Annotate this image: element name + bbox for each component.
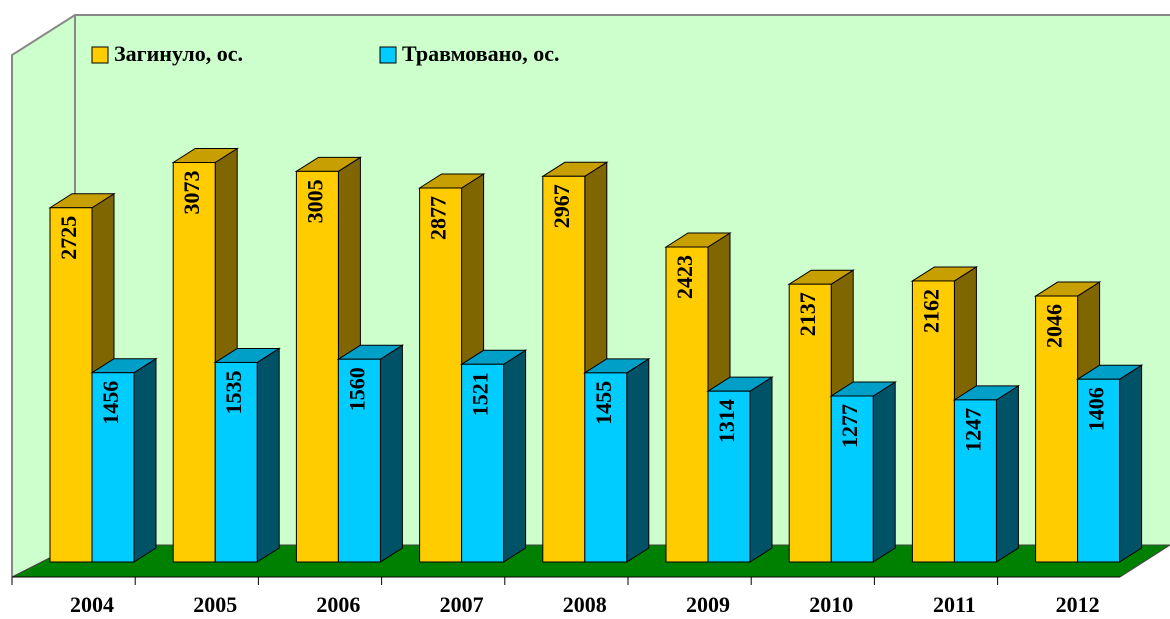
plot: 2004 2725 1456 2005 3073 1535 2006 3005 1560 2007… bbox=[11, 147, 1144, 617]
legend-swatch bbox=[91, 46, 109, 64]
x-tick-label: 2011 bbox=[933, 592, 976, 617]
value-label: 2423 bbox=[672, 255, 697, 299]
x-tick-label: 2009 bbox=[686, 592, 730, 617]
bar bbox=[584, 372, 628, 563]
bar-side bbox=[133, 357, 157, 563]
bar-side bbox=[503, 349, 527, 563]
legend-swatch bbox=[379, 46, 397, 64]
bar-side bbox=[872, 381, 896, 563]
value-label: 2137 bbox=[795, 292, 820, 336]
bar-side bbox=[995, 384, 1019, 563]
x-tick-label: 2007 bbox=[440, 592, 484, 617]
value-label: 2877 bbox=[426, 196, 451, 240]
x-tick-label: 2012 bbox=[1056, 592, 1100, 617]
bar-side bbox=[749, 376, 773, 563]
bar bbox=[1035, 295, 1079, 563]
bar bbox=[788, 283, 832, 563]
value-label: 2046 bbox=[1042, 304, 1067, 348]
x-tick-label: 2008 bbox=[563, 592, 607, 617]
bar-side bbox=[1119, 364, 1143, 563]
value-label: 3005 bbox=[302, 179, 327, 223]
bar-side bbox=[379, 344, 403, 563]
x-tick-label: 2010 bbox=[809, 592, 853, 617]
value-label: 1455 bbox=[591, 381, 616, 425]
bar bbox=[91, 372, 135, 563]
value-label: 1247 bbox=[960, 408, 985, 452]
bar-side bbox=[626, 357, 650, 563]
value-label: 1521 bbox=[468, 372, 493, 416]
bar bbox=[214, 361, 258, 563]
bar bbox=[419, 187, 463, 563]
bar bbox=[830, 395, 874, 563]
bar bbox=[461, 363, 505, 563]
bar bbox=[337, 358, 381, 563]
bar bbox=[665, 246, 709, 563]
value-label: 1277 bbox=[837, 404, 862, 448]
value-label: 2162 bbox=[918, 289, 943, 333]
value-label: 2967 bbox=[549, 184, 574, 228]
value-label: 1314 bbox=[714, 399, 739, 443]
value-label: 3073 bbox=[179, 171, 204, 215]
bar bbox=[707, 390, 751, 563]
bar bbox=[953, 399, 997, 563]
value-label: 2725 bbox=[56, 216, 81, 260]
x-tick-label: 2005 bbox=[193, 592, 237, 617]
bar-side bbox=[256, 347, 280, 563]
legend: Загинуло, ос. Травмовано, ос. bbox=[91, 41, 560, 66]
x-tick-label: 2006 bbox=[316, 592, 360, 617]
bar bbox=[49, 207, 93, 563]
value-label: 1406 bbox=[1084, 387, 1109, 431]
bar bbox=[1077, 378, 1121, 563]
value-label: 1560 bbox=[344, 367, 369, 411]
wall-edge bbox=[11, 14, 1170, 577]
value-label: 1535 bbox=[221, 370, 246, 414]
bar bbox=[172, 162, 216, 563]
value-label: 1456 bbox=[98, 381, 123, 425]
legend-label: Загинуло, ос. bbox=[114, 41, 243, 66]
bar bbox=[295, 170, 339, 563]
x-tick-label: 2004 bbox=[70, 592, 114, 617]
legend-label: Травмовано, ос. bbox=[402, 41, 560, 66]
bar bbox=[542, 175, 586, 563]
